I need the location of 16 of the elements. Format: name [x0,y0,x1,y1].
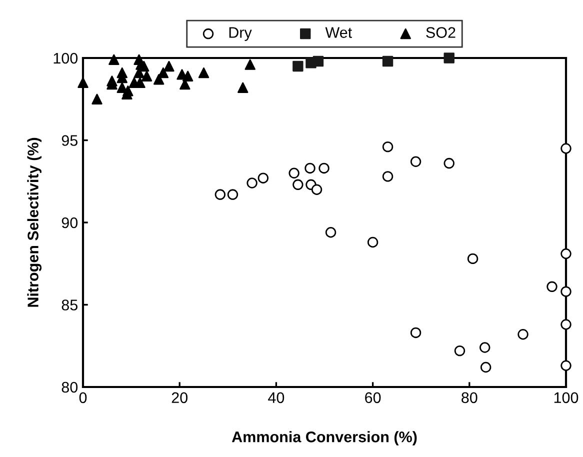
x-tick-label: 40 [268,392,284,404]
x-tick-label: 100 [554,392,578,404]
legend-label: Wet [325,27,352,38]
legend-label: SO2 [426,27,456,38]
y-tick-label: 100 [54,52,78,64]
x-tick-label: 20 [172,392,188,404]
x-tick-label: 80 [462,392,478,404]
y-axis-title: Nitrogen Selectivity (%) [27,138,42,307]
x-axis-title: Ammonia Conversion (%) [232,431,417,446]
y-tick-label: 90 [62,217,78,228]
y-tick-label: 80 [62,382,78,393]
y-tick-label: 95 [62,135,78,146]
y-tick-label: 85 [62,300,78,310]
x-tick-label: 0 [79,392,87,404]
x-tick-label: 60 [365,392,381,404]
legend-label: Dry [229,27,252,41]
